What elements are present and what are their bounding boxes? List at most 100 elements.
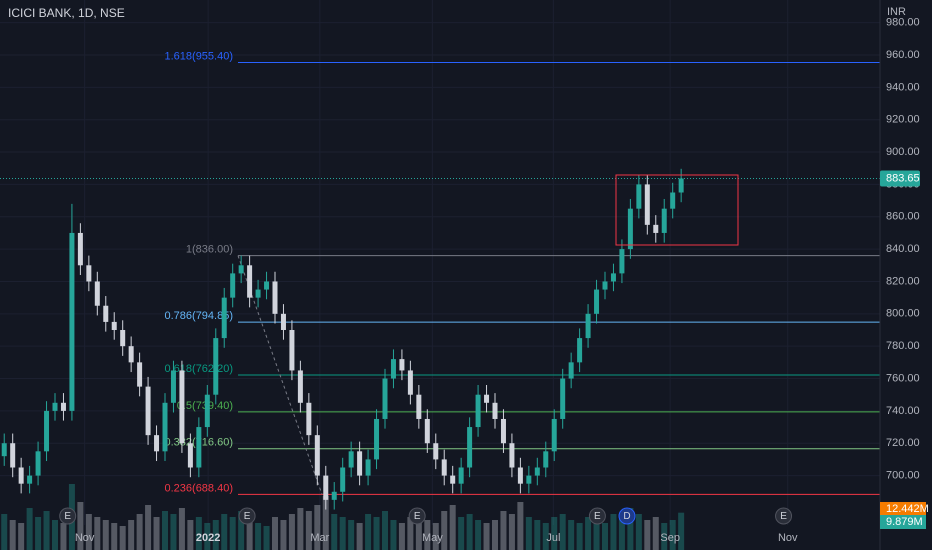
candle-body (128, 346, 134, 363)
volume-bar (542, 523, 549, 550)
volume-bar (111, 523, 118, 550)
candle-body (213, 338, 219, 395)
volume-bar (576, 523, 583, 550)
volume-label-box (880, 515, 926, 529)
volume-bar (35, 517, 42, 550)
candle-body (416, 394, 422, 419)
volume-bar (153, 517, 160, 550)
candle-body (137, 362, 143, 387)
event-label: E (244, 511, 251, 522)
candle-body (467, 427, 473, 468)
candle-body (526, 475, 532, 484)
candle-body (314, 435, 320, 476)
candle-body (661, 208, 667, 233)
volume-bar (212, 520, 219, 550)
volume-bar (331, 514, 338, 550)
volume-bar (229, 517, 236, 550)
candle-body (204, 394, 210, 428)
candle-body (179, 370, 185, 444)
candle-body (77, 232, 83, 266)
volume-bar (373, 517, 380, 550)
volume-bar (128, 520, 135, 550)
candle-body (433, 443, 439, 460)
y-tick-label: 720.00 (886, 437, 920, 449)
candle-body (610, 273, 616, 282)
fib-label: 1(836.00) (186, 243, 233, 255)
candle-body (86, 265, 92, 282)
x-tick-label: 2022 (196, 532, 220, 544)
candle-body (644, 184, 650, 225)
volume-bar (669, 520, 676, 550)
volume-bar (280, 520, 287, 550)
volume-bar (678, 512, 685, 550)
y-tick-label: 920.00 (886, 114, 920, 126)
volume-bar (644, 520, 651, 550)
volume-label-box (880, 502, 926, 516)
volume-bar (432, 523, 439, 550)
candle-body (509, 443, 515, 468)
x-tick-label: Mar (310, 532, 329, 544)
candle-body (196, 427, 202, 468)
candle-body (18, 467, 24, 484)
candle-body (357, 451, 363, 476)
candle-body (162, 402, 168, 452)
fib-label: 0.236(688.40) (165, 482, 234, 494)
candle-body (374, 418, 380, 460)
candle-body (323, 475, 329, 500)
volume-bar (568, 520, 575, 550)
candle-body (543, 451, 549, 468)
fib-label: 1.618(955.40) (165, 50, 234, 62)
candle-body (27, 475, 33, 484)
volume-bar (162, 511, 168, 550)
candle-body (653, 224, 659, 233)
candle-body (560, 378, 566, 419)
candle-body (382, 378, 388, 419)
y-tick-label: 800.00 (886, 308, 920, 320)
candle-body (255, 289, 261, 298)
volume-bar (382, 511, 388, 550)
candle-body (407, 370, 413, 395)
candle-body (154, 435, 160, 452)
candle-body (500, 418, 506, 444)
volume-bar (618, 517, 625, 550)
volume-bar (492, 520, 498, 550)
candle-body (187, 443, 193, 468)
volume-bar (305, 511, 312, 550)
event-label: E (414, 511, 421, 522)
volume-label: 9.879M (886, 516, 923, 528)
y-tick-label: 940.00 (886, 81, 920, 93)
volume-bar (534, 520, 541, 550)
candle-body (120, 330, 126, 347)
volume-label: 12.442M (886, 503, 929, 515)
candle-body (94, 281, 100, 306)
volume-bar (77, 502, 84, 550)
volume-bar (94, 517, 101, 550)
y-tick-label: 740.00 (886, 405, 920, 417)
volume-bar (9, 520, 16, 550)
volume-bar (263, 526, 270, 550)
volume-bar (170, 514, 177, 550)
event-label: E (594, 511, 601, 522)
candle-body (331, 491, 337, 500)
volume-bar (585, 517, 592, 550)
volume-bar (52, 520, 58, 550)
currency: INR (887, 6, 906, 18)
event-marker (618, 507, 636, 525)
volume-bar (627, 508, 634, 550)
y-tick-label: 760.00 (886, 372, 920, 384)
y-tick-label: 980.00 (886, 17, 920, 29)
candle-body (35, 451, 41, 476)
last-price-label: 883.65 (886, 172, 920, 184)
volume-bar (339, 517, 346, 550)
volume-bar (221, 514, 228, 550)
volume-bar (356, 523, 363, 550)
x-tick-label: Jul (546, 532, 560, 544)
candle-body (568, 362, 574, 379)
volume-bar (635, 514, 642, 550)
volume-bar (178, 508, 185, 550)
candle-body (60, 402, 66, 411)
candle-body (458, 467, 464, 484)
volume-bar (398, 523, 405, 550)
candle-body (424, 418, 430, 444)
volume-bar (475, 520, 482, 550)
